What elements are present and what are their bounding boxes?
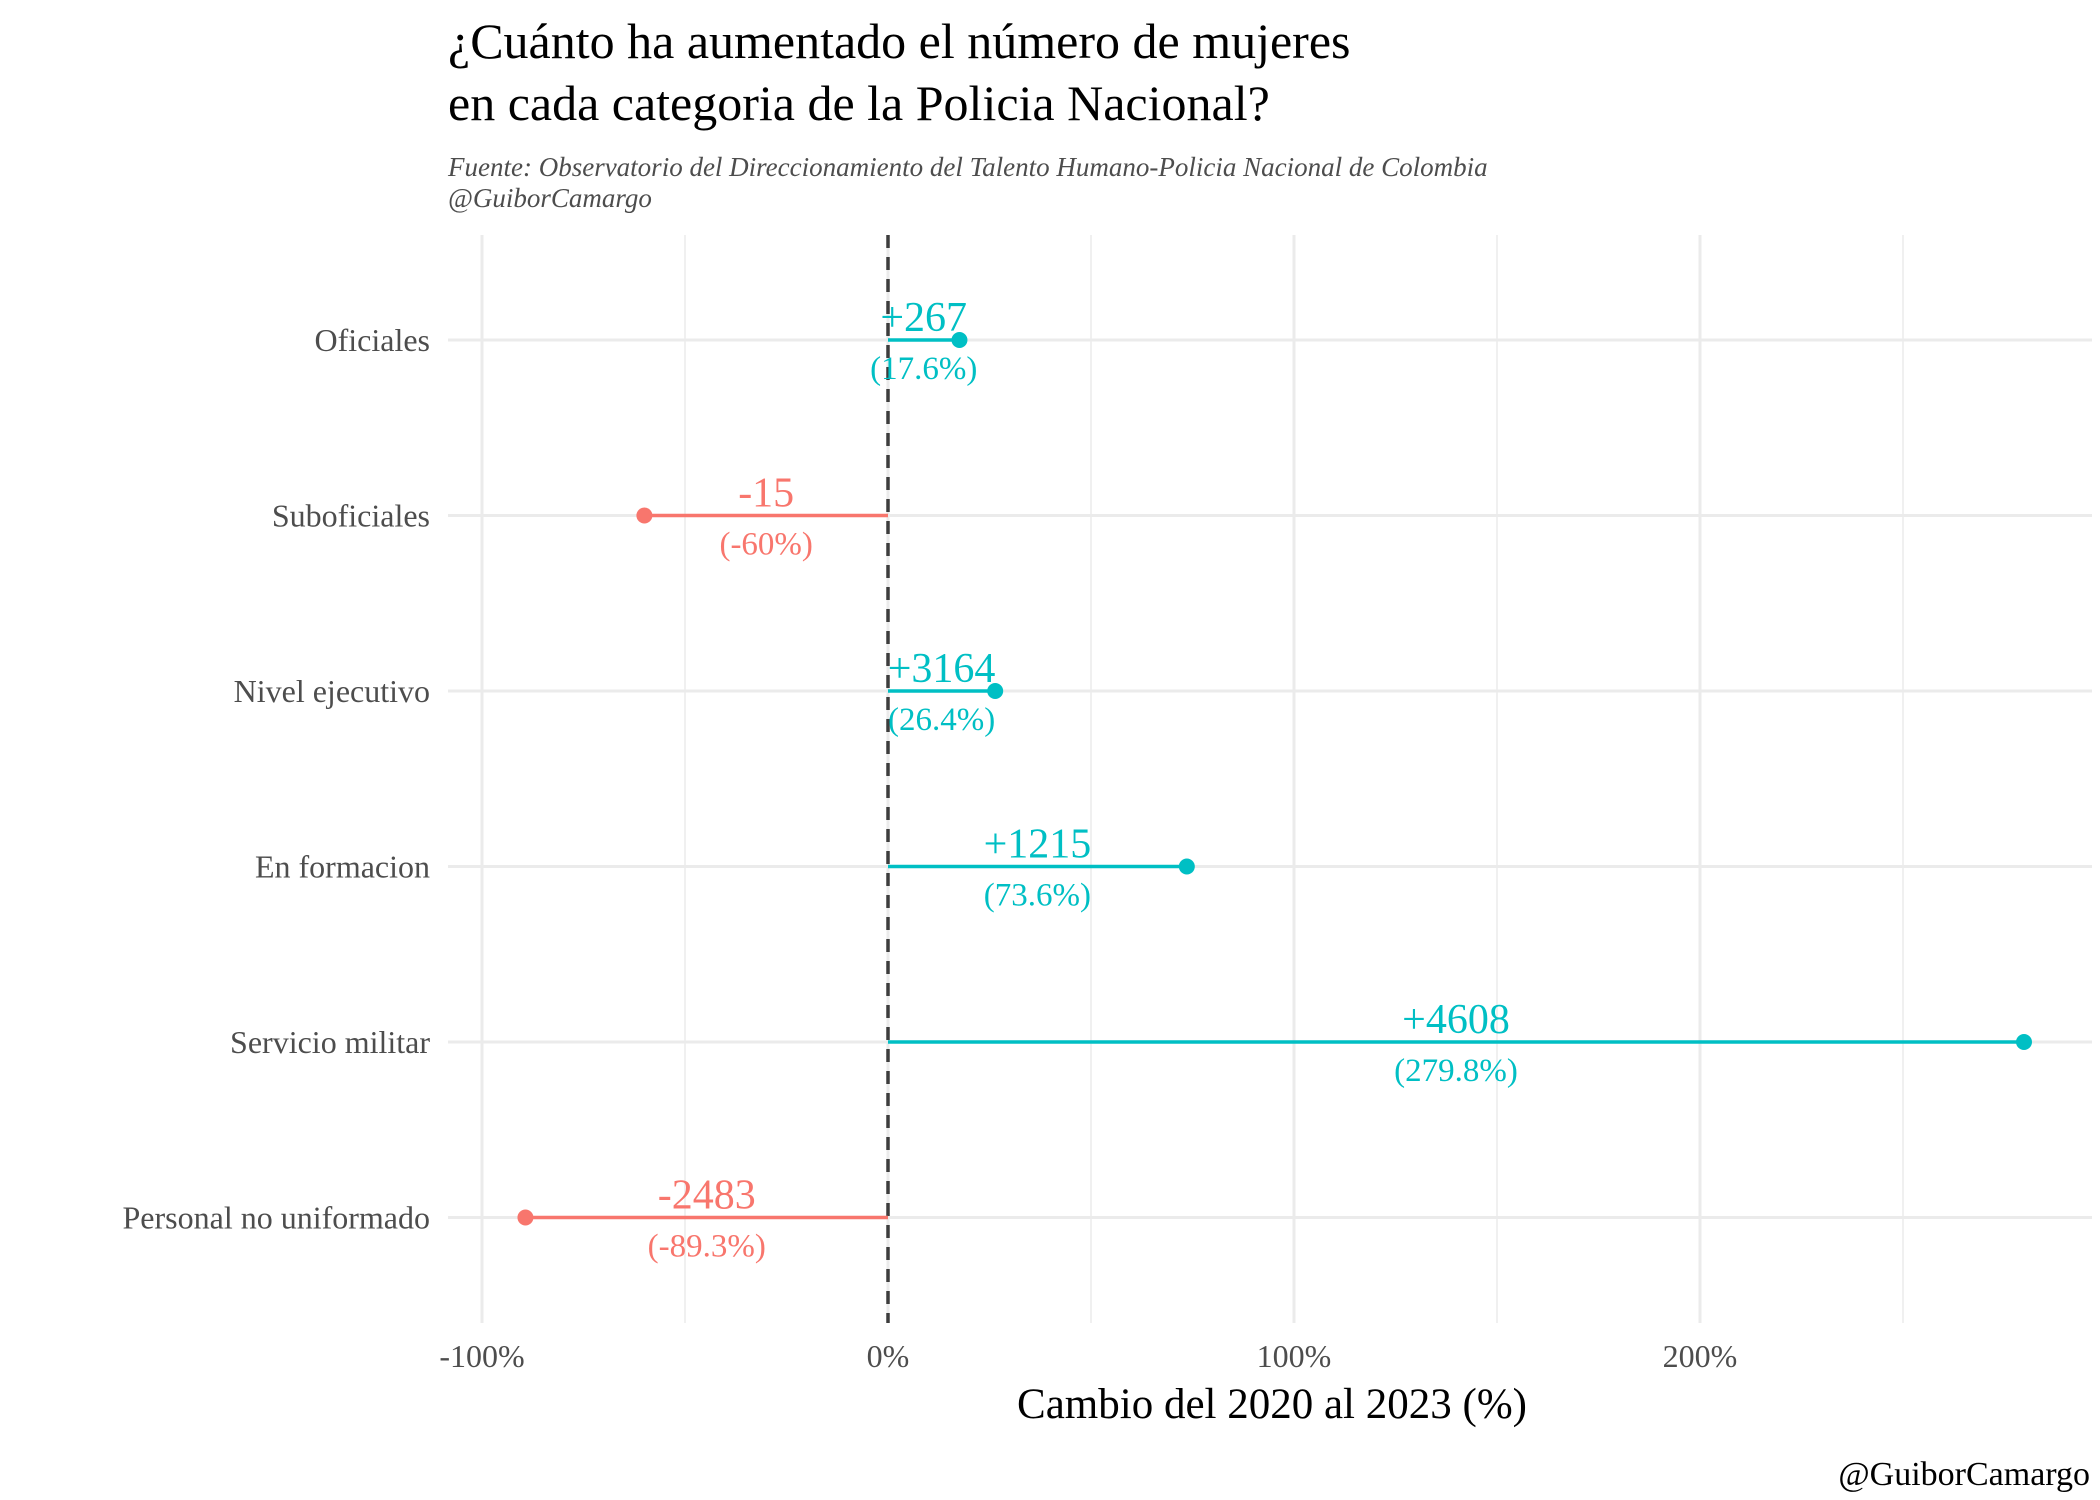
category-label: En formacion <box>255 849 430 885</box>
lollipop-point <box>951 332 968 348</box>
absolute-change-label: +1215 <box>984 822 1092 868</box>
percent-change-label: (279.8%) <box>1394 1053 1518 1089</box>
absolute-change-label: +4608 <box>1402 997 1510 1043</box>
x-tick-label: 100% <box>1257 1338 1332 1374</box>
grid-lines <box>448 235 2092 1323</box>
absolute-change-label: +267 <box>880 295 967 341</box>
category-label: Nivel ejecutivo <box>234 673 430 709</box>
lollipop-marks: +267 (17.6%) -15 (-60%) +3164 (26.4%) +1215 (73… <box>517 295 2032 1265</box>
lollipop-point <box>1178 858 1195 875</box>
percent-change-label: (73.6%) <box>984 878 1091 914</box>
category-label: Oficiales <box>315 322 431 358</box>
percent-change-label: (26.4%) <box>888 702 995 738</box>
chart-caption: @GuiborCamargo <box>1838 1456 2090 1493</box>
absolute-change-label: -15 <box>738 471 794 517</box>
x-axis-ticks: -100% 0% 100% 200% <box>439 1338 1737 1374</box>
percent-change-label: (17.6%) <box>870 351 977 387</box>
x-tick-label: 0% <box>867 1338 910 1374</box>
lollipop-point <box>636 507 653 524</box>
category-label: Suboficiales <box>272 498 430 534</box>
lollipop-point <box>517 1209 534 1226</box>
category-label: Personal no uniformado <box>123 1200 431 1236</box>
absolute-change-label: -2483 <box>658 1173 756 1219</box>
lollipop-point <box>2015 1034 2032 1050</box>
percent-change-label: (-60%) <box>719 527 812 563</box>
chart-subtitle-line-1: Fuente: Observatorio del Direccionamient… <box>447 152 1488 182</box>
chart-title-line-2: en cada categoria de la Policia Nacional… <box>448 75 1270 131</box>
x-axis-title: Cambio del 2020 al 2023 (%) <box>1017 1381 1527 1428</box>
category-label: Servicio militar <box>230 1024 430 1060</box>
chart-subtitle-line-2: @GuiborCamargo <box>448 183 652 213</box>
category-labels: Oficiales Suboficiales Nivel ejecutivo En f… <box>123 322 431 1236</box>
chart-title-line-1: ¿Cuánto ha aumentado el número de mujere… <box>448 13 1350 69</box>
lollipop-point <box>987 683 1004 699</box>
x-tick-label: -100% <box>439 1338 524 1374</box>
absolute-change-label: +3164 <box>888 646 996 692</box>
x-tick-label: 200% <box>1663 1338 1738 1374</box>
percent-change-label: (-89.3%) <box>648 1229 766 1265</box>
